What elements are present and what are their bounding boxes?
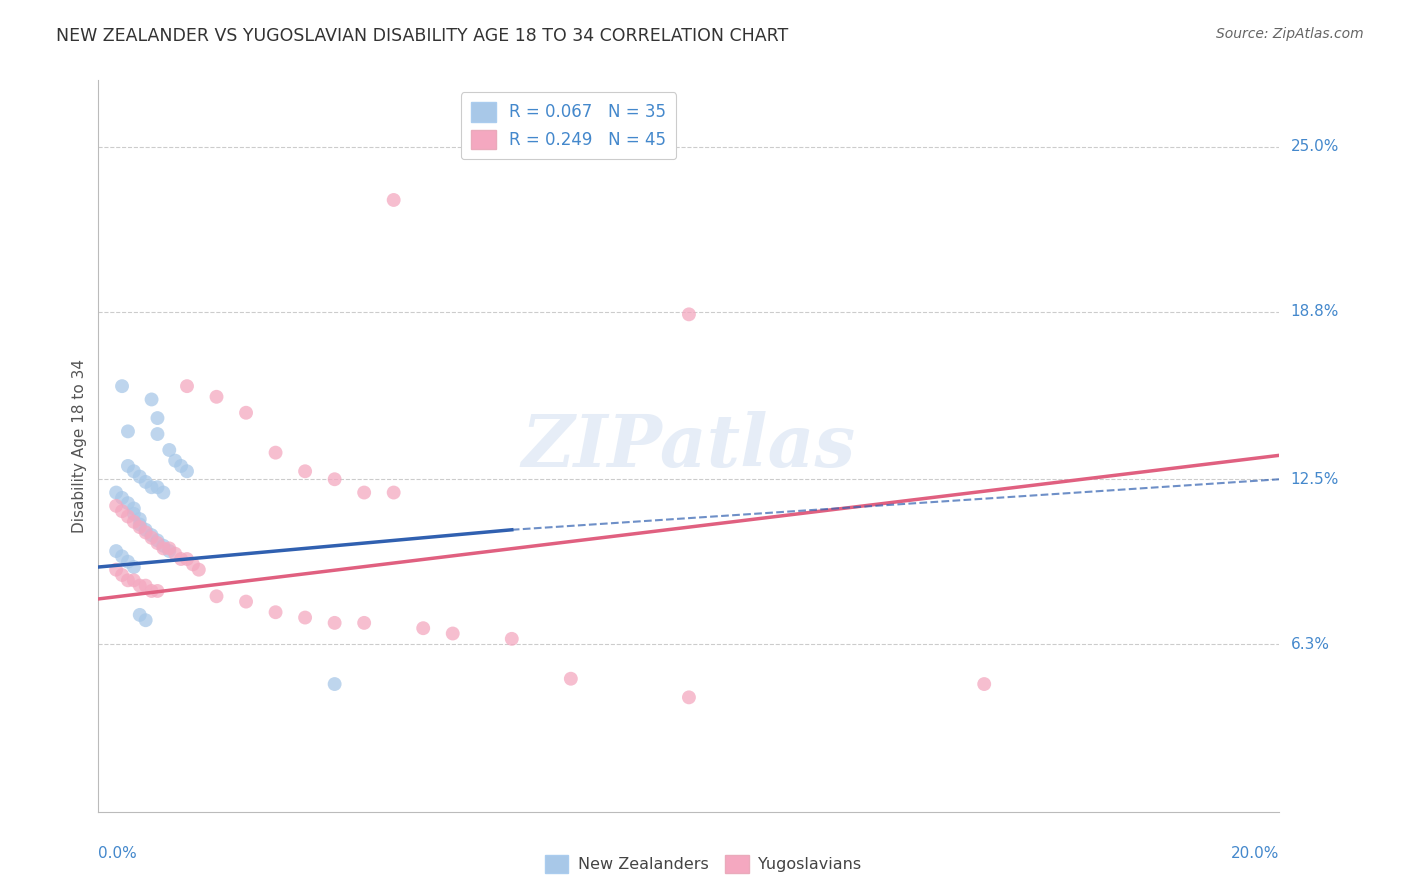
Point xyxy=(353,615,375,630)
Point xyxy=(141,528,163,542)
Point xyxy=(294,464,316,478)
Text: 0.0%: 0.0% xyxy=(98,847,138,862)
Point xyxy=(141,392,163,407)
Text: NEW ZEALANDER VS YUGOSLAVIAN DISABILITY AGE 18 TO 34 CORRELATION CHART: NEW ZEALANDER VS YUGOSLAVIAN DISABILITY … xyxy=(56,27,789,45)
Point xyxy=(152,539,174,553)
Point xyxy=(128,469,150,483)
Text: 20.0%: 20.0% xyxy=(1232,847,1279,862)
Point xyxy=(135,579,157,593)
Point xyxy=(382,193,405,207)
Point xyxy=(176,552,198,566)
Point xyxy=(117,496,139,510)
Point xyxy=(122,507,145,521)
Point xyxy=(141,480,163,494)
Point xyxy=(128,520,150,534)
Point xyxy=(235,594,257,608)
Point xyxy=(105,544,128,558)
Point xyxy=(157,442,180,457)
Point xyxy=(111,549,134,564)
Point xyxy=(353,485,375,500)
Point xyxy=(122,560,145,574)
Point xyxy=(117,425,139,439)
Point xyxy=(176,379,198,393)
Point xyxy=(501,632,523,646)
Point xyxy=(678,307,700,321)
Point xyxy=(157,544,180,558)
Point xyxy=(323,677,346,691)
Point xyxy=(152,485,174,500)
Point xyxy=(135,523,157,537)
Point xyxy=(128,607,150,622)
Point xyxy=(128,517,150,532)
Point xyxy=(412,621,434,635)
Point xyxy=(294,610,316,624)
Point xyxy=(152,541,174,556)
Point xyxy=(122,501,145,516)
Point xyxy=(117,509,139,524)
Point xyxy=(264,605,287,619)
Point xyxy=(323,472,346,486)
Point xyxy=(117,458,139,473)
Point xyxy=(678,690,700,705)
Point xyxy=(157,541,180,556)
Text: ZIPatlas: ZIPatlas xyxy=(522,410,856,482)
Point xyxy=(135,475,157,489)
Text: 6.3%: 6.3% xyxy=(1291,637,1330,652)
Text: 18.8%: 18.8% xyxy=(1291,304,1339,319)
Point xyxy=(382,485,405,500)
Point xyxy=(181,558,204,572)
Point xyxy=(117,574,139,588)
Point xyxy=(135,525,157,540)
Point xyxy=(187,563,209,577)
Point xyxy=(560,672,582,686)
Point xyxy=(141,531,163,545)
Point xyxy=(122,574,145,588)
Point xyxy=(264,445,287,459)
Point xyxy=(105,563,128,577)
Point xyxy=(146,427,169,442)
Point xyxy=(122,515,145,529)
Point xyxy=(128,512,150,526)
Text: Source: ZipAtlas.com: Source: ZipAtlas.com xyxy=(1216,27,1364,41)
Point xyxy=(122,464,145,478)
Point xyxy=(105,485,128,500)
Point xyxy=(205,390,228,404)
Point xyxy=(973,677,995,691)
Point xyxy=(128,579,150,593)
Point xyxy=(135,613,157,627)
Point xyxy=(111,379,134,393)
Point xyxy=(170,458,193,473)
Point xyxy=(111,504,134,518)
Legend: New Zealanders, Yugoslavians: New Zealanders, Yugoslavians xyxy=(538,848,868,880)
Legend: R = 0.067   N = 35, R = 0.249   N = 45: R = 0.067 N = 35, R = 0.249 N = 45 xyxy=(461,92,676,159)
Point xyxy=(205,589,228,603)
Point xyxy=(146,411,169,425)
Point xyxy=(146,584,169,599)
Text: 25.0%: 25.0% xyxy=(1291,139,1339,154)
Point xyxy=(111,568,134,582)
Y-axis label: Disability Age 18 to 34: Disability Age 18 to 34 xyxy=(72,359,87,533)
Point xyxy=(165,547,187,561)
Point xyxy=(146,480,169,494)
Point xyxy=(235,406,257,420)
Point xyxy=(117,555,139,569)
Point xyxy=(146,536,169,550)
Point xyxy=(176,464,198,478)
Point xyxy=(111,491,134,505)
Point xyxy=(141,584,163,599)
Point xyxy=(170,552,193,566)
Point xyxy=(165,453,187,467)
Point xyxy=(146,533,169,548)
Point xyxy=(323,615,346,630)
Text: 12.5%: 12.5% xyxy=(1291,472,1339,487)
Point xyxy=(105,499,128,513)
Point xyxy=(441,626,464,640)
